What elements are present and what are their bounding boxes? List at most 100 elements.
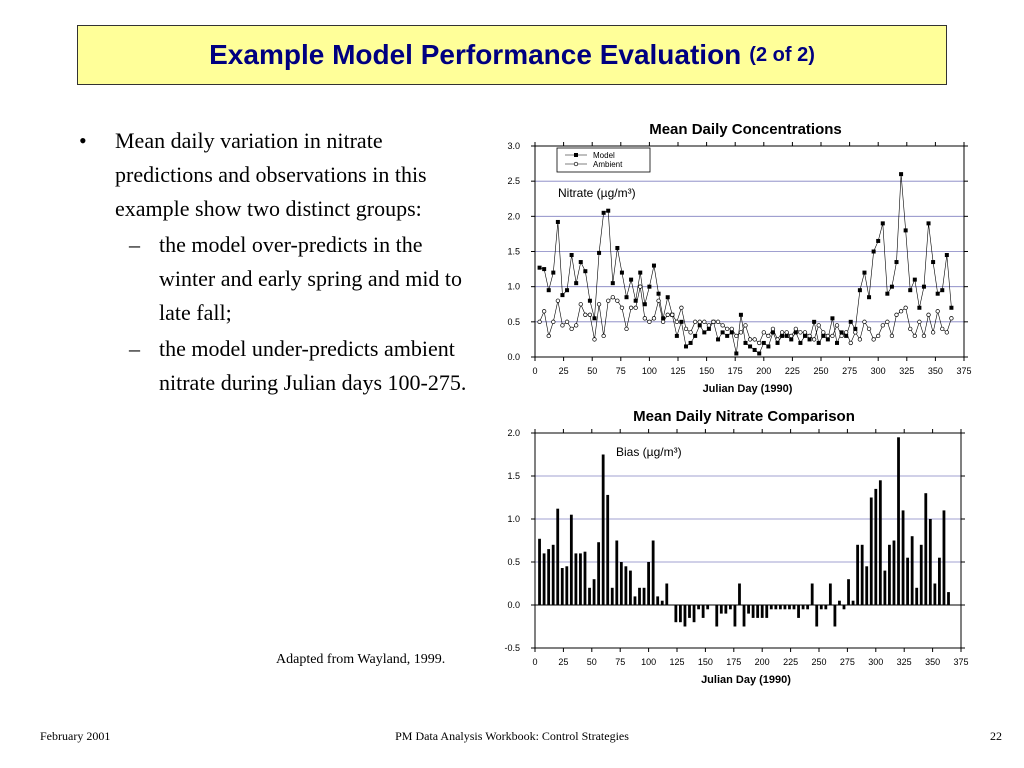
bar xyxy=(842,605,846,610)
point xyxy=(944,253,949,258)
point xyxy=(761,330,766,335)
point xyxy=(816,340,821,345)
x-tick-label: 325 xyxy=(897,657,912,667)
point xyxy=(537,319,542,324)
point xyxy=(638,270,643,275)
point xyxy=(642,316,647,321)
point xyxy=(793,326,798,332)
point xyxy=(743,340,748,345)
bar xyxy=(810,583,814,605)
point xyxy=(546,333,551,339)
bar xyxy=(797,605,800,618)
source-note: Adapted from Wayland, 1999. xyxy=(276,652,446,667)
point xyxy=(546,288,551,293)
y-tick-label: 2.0 xyxy=(507,211,520,221)
point xyxy=(592,337,597,342)
point xyxy=(551,319,556,324)
bar xyxy=(724,605,728,614)
bar xyxy=(938,557,941,605)
point xyxy=(853,330,858,335)
point xyxy=(825,337,830,342)
point xyxy=(628,305,634,310)
point xyxy=(825,333,831,339)
x-tick-label: 0 xyxy=(532,366,537,376)
point xyxy=(940,288,945,293)
bar xyxy=(574,553,578,605)
legend-label: Ambient xyxy=(593,160,623,169)
x-tick-label: 175 xyxy=(728,366,743,376)
x-tick-label: 275 xyxy=(840,657,855,667)
y-tick-label: 1.0 xyxy=(507,514,520,524)
point xyxy=(555,298,561,303)
bar xyxy=(824,605,828,610)
point xyxy=(564,319,570,324)
point xyxy=(880,323,885,328)
bar xyxy=(579,553,582,605)
bar xyxy=(638,587,641,605)
chart-title: Mean Daily Nitrate Comparison xyxy=(633,408,855,425)
point xyxy=(569,253,574,258)
bar xyxy=(706,605,710,610)
bar xyxy=(569,514,573,605)
point xyxy=(770,330,775,335)
y-tick-label: 1.5 xyxy=(507,471,520,481)
bar xyxy=(688,605,691,618)
point xyxy=(926,312,931,317)
point xyxy=(615,298,620,303)
bar xyxy=(583,551,587,605)
point xyxy=(761,340,766,345)
point xyxy=(880,221,885,226)
y-tick-label: 0.0 xyxy=(507,352,520,362)
x-tick-label: 375 xyxy=(956,366,971,376)
x-tick-label: 50 xyxy=(587,657,597,667)
point xyxy=(766,344,771,349)
point xyxy=(752,337,757,342)
point xyxy=(624,326,629,332)
point xyxy=(610,295,615,300)
point xyxy=(578,302,583,307)
point xyxy=(688,340,693,345)
slide-title: Example Model Performance Evaluation xyxy=(209,39,742,70)
x-tick-label: 350 xyxy=(925,657,940,667)
point xyxy=(889,284,894,289)
point xyxy=(908,326,913,332)
x-tick-label: 250 xyxy=(811,657,826,667)
point xyxy=(578,260,583,265)
point xyxy=(940,326,945,332)
point xyxy=(844,330,849,335)
point xyxy=(583,312,588,317)
point xyxy=(697,323,702,328)
bar xyxy=(728,605,732,610)
point xyxy=(802,330,808,335)
bar xyxy=(692,605,696,623)
footer-center: PM Data Analysis Workbook: Control Strat… xyxy=(395,729,629,743)
series-line xyxy=(539,286,952,344)
bar xyxy=(874,488,878,605)
point xyxy=(542,267,547,272)
bar xyxy=(806,605,810,610)
bar xyxy=(551,544,555,605)
x-tick-label: 0 xyxy=(532,657,537,667)
bar xyxy=(588,587,591,605)
point xyxy=(926,221,931,226)
y-tick-label: 0.0 xyxy=(507,600,520,610)
point xyxy=(684,344,689,349)
point xyxy=(706,323,712,328)
point xyxy=(812,319,817,324)
bar xyxy=(647,562,650,605)
point xyxy=(743,323,748,328)
y-tick-label: 1.0 xyxy=(507,282,520,292)
point xyxy=(885,319,890,324)
y-tick-label: -0.5 xyxy=(504,643,520,653)
point xyxy=(898,309,904,314)
point xyxy=(683,326,689,332)
point xyxy=(656,291,661,296)
point xyxy=(610,281,615,286)
point xyxy=(647,319,652,324)
point xyxy=(665,295,670,300)
point xyxy=(889,333,895,339)
point xyxy=(624,295,629,300)
x-tick-label: 125 xyxy=(670,366,685,376)
bar xyxy=(747,605,750,614)
